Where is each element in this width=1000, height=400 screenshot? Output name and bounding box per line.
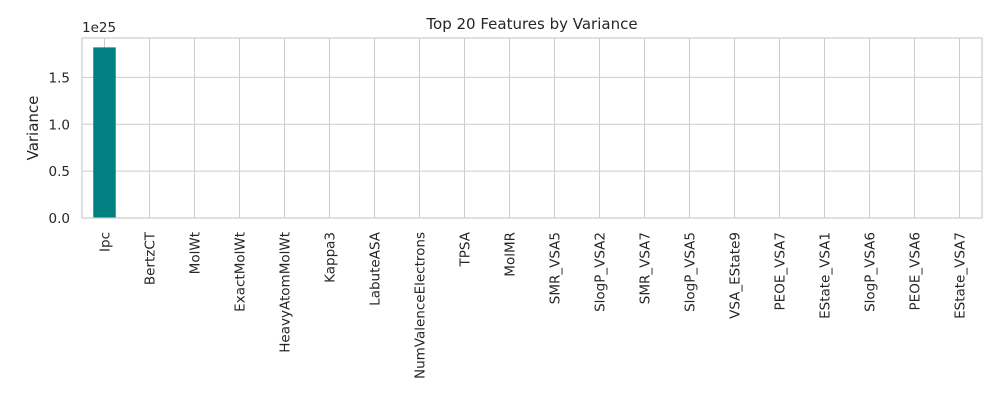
y-tick-labels: 0.0 0.5 1.0 1.5 — [49, 70, 70, 227]
x-tick-label: SMR_VSA5 — [548, 232, 564, 304]
bar-Ipc — [93, 47, 116, 218]
x-tick-label: SlogP_VSA6 — [863, 232, 879, 312]
y-tick-label: 1.0 — [49, 117, 70, 133]
x-tick-label: BertzCT — [143, 231, 159, 285]
x-tick-label: Kappa3 — [323, 232, 339, 283]
x-tick-label: PEOE_VSA6 — [908, 232, 924, 310]
x-tick-label: NumValenceElectrons — [413, 232, 429, 379]
x-tick-label: SMR_VSA7 — [638, 232, 654, 304]
x-tick-label: ExactMolWt — [233, 232, 249, 312]
y-tick-label: 0.5 — [49, 164, 70, 180]
y-axis-label: Variance — [24, 96, 42, 161]
x-tick-label: MolWt — [188, 232, 204, 274]
x-tick-label: LabuteASA — [368, 231, 384, 306]
x-tick-label: EState_VSA1 — [818, 232, 834, 319]
x-tick-label: SlogP_VSA2 — [593, 232, 609, 312]
x-tick-label: VSA_EState9 — [728, 232, 744, 319]
y-tick-label: 0.0 — [49, 211, 70, 227]
x-tick-label: TPSA — [458, 231, 474, 267]
x-tick-label: SlogP_VSA5 — [683, 232, 699, 312]
x-tick-label: Ipc — [98, 232, 114, 252]
x-tick-label: PEOE_VSA7 — [773, 232, 789, 310]
x-tick-label: EState_VSA7 — [953, 232, 969, 319]
grid-layer — [82, 38, 982, 219]
x-tick-labels: Ipc BertzCT MolWt ExactMolWt HeavyAtomMolWt K… — [98, 231, 969, 379]
x-tick-label: HeavyAtomMolWt — [278, 232, 294, 353]
y-tick-label: 1.5 — [49, 70, 70, 86]
chart-title: Top 20 Features by Variance — [425, 15, 637, 33]
bar-layer — [93, 47, 116, 218]
x-tick-label: MolMR — [503, 232, 519, 277]
plot-frame — [81, 37, 983, 219]
y-offset-label: 1e25 — [82, 20, 116, 36]
